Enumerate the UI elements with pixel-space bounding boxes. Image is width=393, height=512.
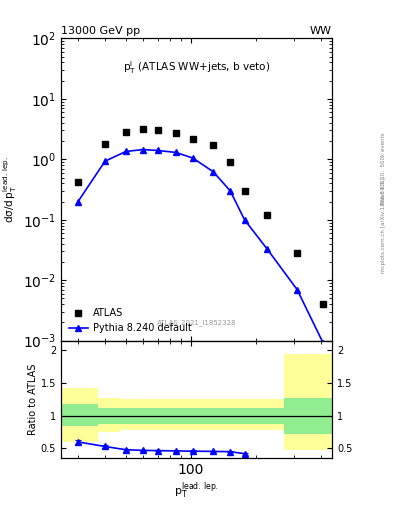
ATLAS — [295, 250, 299, 257]
Text: Rivet 3.1.10,  500k events: Rivet 3.1.10, 500k events — [381, 133, 386, 205]
ATLAS — [242, 188, 247, 194]
ATLAS — [211, 142, 216, 148]
ATLAS — [155, 127, 160, 134]
Pythia 8.240 default — [141, 146, 145, 153]
ATLAS — [191, 136, 195, 142]
Pythia 8.240 default — [173, 150, 178, 156]
Line: ATLAS: ATLAS — [75, 125, 327, 307]
Pythia 8.240 default — [265, 246, 270, 252]
ATLAS — [228, 158, 233, 164]
Y-axis label: $d\sigma/d\,p_T^{\mathrm{lead.\,lep.}}$: $d\sigma/d\,p_T^{\mathrm{lead.\,lep.}}$ — [1, 156, 18, 223]
Pythia 8.240 default — [155, 147, 160, 154]
ATLAS — [321, 301, 326, 307]
Pythia 8.240 default — [321, 340, 326, 347]
Pythia 8.240 default — [191, 155, 195, 161]
Pythia 8.240 default — [242, 217, 247, 223]
Text: 13000 GeV pp: 13000 GeV pp — [61, 26, 140, 36]
X-axis label: $p_T^{\mathrm{lead.\,lep.}}$: $p_T^{\mathrm{lead.\,lep.}}$ — [174, 480, 219, 501]
ATLAS — [76, 179, 81, 185]
ATLAS — [141, 126, 145, 132]
Line: Pythia 8.240 default: Pythia 8.240 default — [75, 146, 327, 347]
Pythia 8.240 default — [228, 188, 233, 194]
Text: $p_T^l$ (ATLAS WW+jets, b veto): $p_T^l$ (ATLAS WW+jets, b veto) — [123, 59, 270, 76]
ATLAS — [265, 212, 270, 218]
Pythia 8.240 default — [123, 148, 128, 155]
Pythia 8.240 default — [103, 158, 107, 164]
Pythia 8.240 default — [76, 199, 81, 205]
Text: WW: WW — [310, 26, 332, 36]
Text: mcplots.cern.ch [arXiv:1306.3436]: mcplots.cern.ch [arXiv:1306.3436] — [381, 178, 386, 273]
Y-axis label: Ratio to ATLAS: Ratio to ATLAS — [28, 364, 38, 435]
Legend: ATLAS, Pythia 8.240 default: ATLAS, Pythia 8.240 default — [66, 305, 195, 336]
ATLAS — [173, 130, 178, 136]
Text: ATLAS_2021_I1852328: ATLAS_2021_I1852328 — [157, 319, 236, 326]
ATLAS — [103, 141, 107, 147]
Pythia 8.240 default — [211, 169, 216, 175]
Pythia 8.240 default — [295, 287, 299, 293]
ATLAS — [123, 129, 128, 135]
